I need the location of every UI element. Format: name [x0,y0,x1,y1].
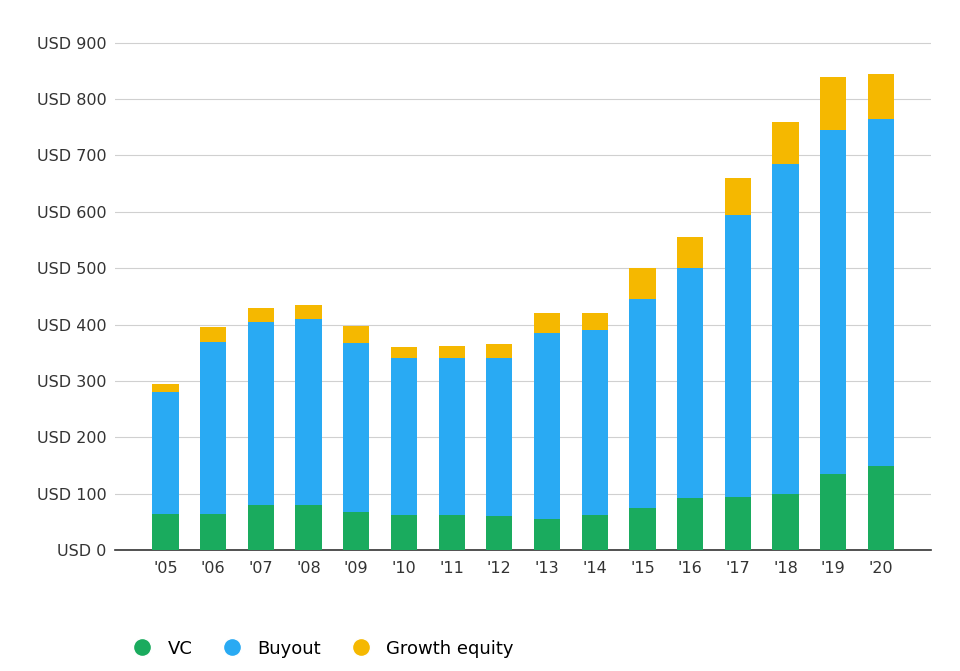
Bar [534,519,561,550]
Bar [343,343,370,512]
Bar [677,237,704,268]
Bar [773,121,799,164]
Bar [868,74,894,119]
Bar [868,119,894,466]
Bar [200,327,227,342]
Legend: VC, Buyout, Growth equity: VC, Buyout, Growth equity [124,640,514,658]
Bar [725,178,751,215]
Bar [486,517,513,550]
Bar [200,342,227,513]
Bar [248,308,274,322]
Bar [296,319,322,505]
Bar [248,505,274,550]
Bar [343,512,370,550]
Bar [677,268,704,498]
Bar [200,513,227,550]
Bar [677,498,704,550]
Bar [630,268,656,299]
Bar [343,326,370,343]
Bar [868,466,894,550]
Bar [630,508,656,550]
Bar [296,505,322,550]
Bar [391,347,417,358]
Bar [486,358,513,517]
Bar [439,358,465,515]
Bar [391,515,417,550]
Bar [534,313,561,333]
Bar [439,346,465,358]
Bar [153,513,179,550]
Bar [773,164,799,494]
Bar [153,393,179,513]
Bar [820,76,847,130]
Bar [439,515,465,550]
Bar [582,515,608,550]
Bar [725,215,751,497]
Bar [582,313,608,329]
Bar [820,474,847,550]
Bar [248,322,274,505]
Bar [773,494,799,550]
Bar [725,497,751,550]
Bar [153,384,179,393]
Bar [486,344,513,358]
Bar [296,305,322,319]
Bar [391,358,417,515]
Bar [630,299,656,508]
Bar [534,333,561,519]
Bar [582,329,608,515]
Bar [820,130,847,474]
